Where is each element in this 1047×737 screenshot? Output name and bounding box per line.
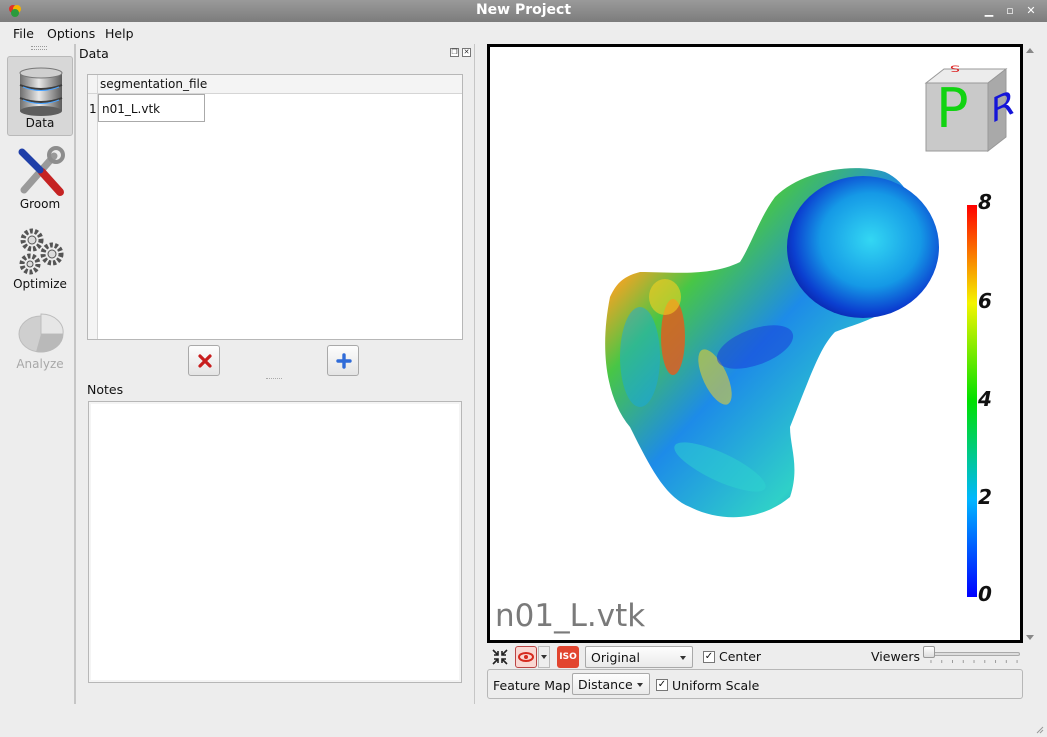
tool-optimize-button[interactable]: Optimize [7,216,73,296]
blue-plus-icon [336,353,352,369]
data-dock-panel: Data ❐ ✕ segmentation_file 1 n01_L.vtk N… [75,44,475,704]
scale-label-6: 6 [978,289,992,313]
table-cell-segmentation-file[interactable]: n01_L.vtk [98,94,205,122]
menu-options[interactable]: Options [47,26,96,41]
scale-label-2: 2 [978,485,992,509]
maximize-icon[interactable]: ▫ [1006,4,1014,17]
slider-ticks [930,660,1018,663]
tool-analyze-button[interactable]: Analyze [7,296,73,376]
viewers-slider-handle[interactable] [923,646,935,658]
view-options-dropdown[interactable] [538,646,550,668]
database-icon [19,67,63,116]
orientation-cube-icon[interactable] [922,67,1012,157]
view-controls-bar: ISO Original ✓ Center Viewers [487,645,1027,669]
minimize-icon[interactable]: ▁ [984,4,994,17]
gears-icon [19,228,64,275]
feature-map-bar: Feature Map Distance ✓ Uniform Scale [487,669,1023,699]
viewers-slider-track[interactable] [925,652,1020,656]
tool-optimize-label: Optimize [13,277,67,291]
scroll-down-icon[interactable] [1026,635,1034,640]
uniform-scale-label: Uniform Scale [672,678,760,693]
menu-file[interactable]: File [13,26,34,41]
dock-close-icon[interactable]: ✕ [462,48,471,57]
tool-analyze-label: Analyze [16,357,64,371]
scale-label-4: 4 [978,387,992,411]
view-mode-select[interactable]: Original [585,646,693,668]
window-title: New Project [475,2,572,18]
tools-icon [18,146,65,196]
autoview-icon[interactable] [489,646,511,668]
remove-shape-button[interactable] [188,345,220,376]
feature-map-select[interactable]: Distance [572,673,650,695]
viewers-label: Viewers [871,649,921,664]
table-corner[interactable] [88,75,98,94]
title-bar: New Project ▁ ▫ ✕ [0,0,1047,22]
row-header-column [88,94,98,339]
scale-label-0: 0 [978,582,992,606]
scale-label-8: 8 [978,190,992,214]
column-header-segmentation-file[interactable]: segmentation_file [100,77,208,91]
view-mode-value: Original [591,650,640,665]
resize-grip-icon[interactable] [1034,724,1044,734]
viewer-scrollbar[interactable] [1024,44,1036,644]
glyph-view-button[interactable] [515,646,537,668]
pie-chart-icon [18,313,64,353]
red-x-icon [198,354,212,368]
cube-face-p: P [936,77,969,140]
dock-title: Data [79,46,109,61]
tool-data-button[interactable]: Data [7,56,73,136]
notes-textarea[interactable] [88,401,462,683]
close-icon[interactable]: ✕ [1026,4,1036,17]
tool-groom-label: Groom [19,197,61,211]
feature-map-label: Feature Map [493,678,571,693]
scroll-up-icon[interactable] [1026,48,1034,53]
panel-splitter[interactable] [266,378,282,380]
chevron-down-icon [637,683,643,687]
iso-surface-button[interactable]: ISO [557,646,579,668]
center-checkbox[interactable]: ✓ [703,651,715,663]
center-label: Center [719,649,762,664]
notes-label: Notes [87,382,124,397]
viewer-filename: n01_L.vtk [495,598,646,634]
app-logo-icon [9,5,21,17]
3d-viewer[interactable]: P R S 8 6 4 2 0 n01_L.vtk [487,44,1023,643]
tool-sidebar: Data Groom Optimize [3,44,75,704]
iso-icon: ISO [559,652,577,662]
bone-mesh-render [605,168,977,597]
menu-bar: File Options Help [0,22,1047,44]
menu-help[interactable]: Help [105,26,134,41]
dock-float-icon[interactable]: ❐ [450,48,459,57]
data-table[interactable]: segmentation_file 1 n01_L.vtk [87,74,463,340]
toolbar-grip[interactable] [31,46,47,50]
add-shape-button[interactable] [327,345,359,376]
cube-face-s: S [950,63,961,74]
chevron-down-icon [680,656,686,660]
uniform-scale-checkbox[interactable]: ✓ [656,679,668,691]
table-header: segmentation_file [88,75,462,94]
tool-data-label: Data [25,116,55,130]
eye-icon [518,652,534,662]
row-number[interactable]: 1 [89,102,97,116]
feature-map-value: Distance [578,677,633,692]
tool-groom-button[interactable]: Groom [7,136,73,216]
